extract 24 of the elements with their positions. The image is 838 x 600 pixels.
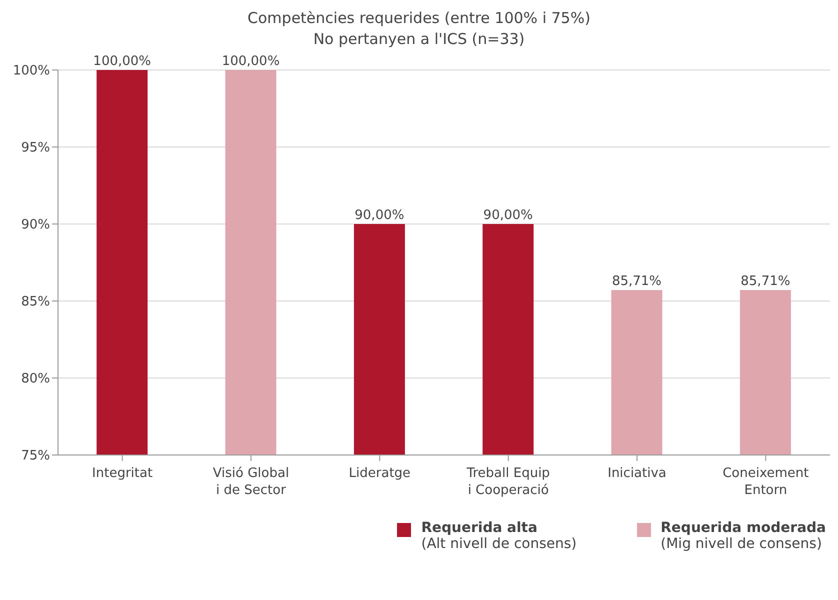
y-tick-label: 85%	[21, 294, 50, 310]
text: (Mig nivell de consens)	[660, 536, 823, 552]
y-tick-label: 100%	[12, 64, 50, 79]
data-label: 100,00%	[222, 54, 280, 69]
x-tick-label: Lideratge	[348, 466, 411, 481]
y-tick-label: 90%	[21, 218, 50, 233]
x-tick-label: Visió Global i de Sector	[212, 466, 290, 498]
data-label: 85,71%	[740, 274, 790, 290]
y-tick-label: 75%	[21, 448, 50, 464]
data-label: 90,00%	[483, 208, 533, 223]
data-label: 90,00%	[354, 208, 404, 223]
y-tick-label: 80%	[21, 372, 50, 387]
chart-subtitle: No pertanyen a l'ICS (n=33)	[312, 29, 526, 50]
x-tick-label: Coneixement Entorn	[722, 466, 809, 498]
text: (Alt nivell de consens)	[421, 536, 577, 552]
legend-label: Requerida moderada	[660, 520, 826, 536]
legend-label: Requerida alta	[421, 520, 538, 536]
y-tick-label: 95%	[21, 140, 50, 156]
data-label: 100,00%	[93, 54, 152, 69]
data-label: 85,71%	[612, 274, 662, 290]
x-tick-label: Integritat	[92, 466, 153, 481]
x-tick-label: Iniciativa	[608, 466, 666, 481]
chart-title: Competències requerides (entre 100% i 75%)	[246, 8, 592, 29]
x-tick-label: Treball Equip i Cooperació	[466, 466, 550, 498]
